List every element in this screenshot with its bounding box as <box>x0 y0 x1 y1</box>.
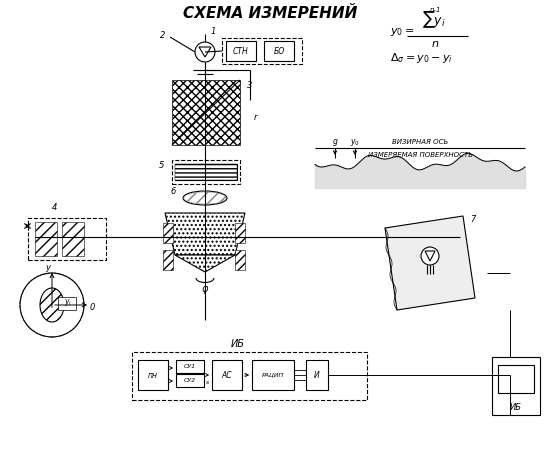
Bar <box>163 223 173 243</box>
Text: n: n <box>432 39 438 49</box>
Text: 4: 4 <box>52 203 58 213</box>
Bar <box>175 164 237 180</box>
Bar <box>35 222 57 256</box>
Text: y: y <box>46 262 51 272</box>
Text: 3: 3 <box>248 80 252 90</box>
Text: 1: 1 <box>210 28 216 36</box>
Bar <box>264 41 294 61</box>
Text: 0: 0 <box>89 303 95 311</box>
Text: r: r <box>253 114 257 122</box>
Text: ИБ: ИБ <box>231 339 245 349</box>
Text: АС: АС <box>222 371 232 379</box>
Bar <box>492 357 540 415</box>
Bar <box>222 38 302 64</box>
Text: И: И <box>314 371 320 379</box>
Polygon shape <box>199 47 211 57</box>
Text: 5: 5 <box>160 160 164 170</box>
Text: $\Delta_\sigma = y_0 - y_i$: $\Delta_\sigma = y_0 - y_i$ <box>390 51 453 65</box>
Ellipse shape <box>183 191 227 205</box>
Bar <box>172 80 240 145</box>
Text: ВИЗИРНАЯ ОСЬ: ВИЗИРНАЯ ОСЬ <box>392 139 448 145</box>
Bar <box>252 360 294 390</box>
Bar <box>176 360 204 373</box>
Bar <box>498 365 534 393</box>
Text: РАЦИП: РАЦИП <box>262 372 284 377</box>
Text: БО: БО <box>273 47 285 55</box>
Bar <box>235 250 245 270</box>
Bar <box>226 41 256 61</box>
Text: 2: 2 <box>160 30 166 39</box>
Ellipse shape <box>40 288 64 322</box>
Circle shape <box>20 273 84 337</box>
Text: $y_0=$: $y_0=$ <box>390 26 415 38</box>
Text: СХЕМА ИЗМЕРЕНИЙ: СХЕМА ИЗМЕРЕНИЙ <box>183 6 357 22</box>
Text: ИЗМЕРЯЕМАЯ ПОВЕРХНОСТЬ: ИЗМЕРЯЕМАЯ ПОВЕРХНОСТЬ <box>367 152 472 158</box>
Bar <box>58 297 76 310</box>
Bar <box>235 223 245 243</box>
Text: n-1: n-1 <box>430 7 442 13</box>
Circle shape <box>195 42 215 62</box>
Text: 7: 7 <box>470 215 476 225</box>
Bar <box>138 360 168 390</box>
Bar <box>28 218 106 260</box>
Bar <box>62 222 84 256</box>
Polygon shape <box>165 213 245 255</box>
Text: СУ1: СУ1 <box>184 364 196 369</box>
Bar <box>163 250 173 270</box>
Text: СУ2: СУ2 <box>184 377 196 383</box>
Bar <box>176 374 204 387</box>
Text: $y_0$: $y_0$ <box>350 136 360 147</box>
Text: $y_i$: $y_i$ <box>64 298 72 309</box>
Bar <box>132 352 367 400</box>
Polygon shape <box>425 251 435 261</box>
Text: СТН: СТН <box>233 47 249 55</box>
Circle shape <box>421 247 439 265</box>
Bar <box>306 360 328 390</box>
Bar <box>212 360 242 390</box>
Text: φ: φ <box>202 284 208 294</box>
Polygon shape <box>385 216 475 310</box>
Bar <box>172 160 240 184</box>
Text: g: g <box>333 138 338 146</box>
Text: ИБ: ИБ <box>510 402 522 412</box>
Text: s: s <box>206 379 210 384</box>
Polygon shape <box>175 255 235 272</box>
Text: пн: пн <box>148 371 158 379</box>
Text: 6: 6 <box>170 188 175 196</box>
Text: $\sum y_i$: $\sum y_i$ <box>422 10 446 30</box>
Bar <box>175 164 237 180</box>
